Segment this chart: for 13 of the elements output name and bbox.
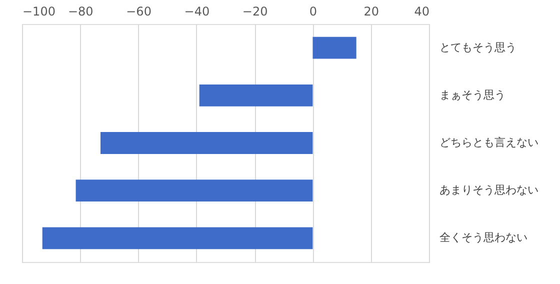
x-tick-label: 20 xyxy=(364,4,379,18)
y-tick-label: あまりそう思わない xyxy=(440,184,538,197)
y-tick-label: 全くそう思わない xyxy=(440,231,528,244)
y-tick-label: まぁそう思う xyxy=(440,88,506,102)
x-tick-label: −80 xyxy=(68,4,94,18)
x-tick-label: −20 xyxy=(242,4,268,18)
x-tick-label: 0 xyxy=(309,4,318,18)
y-tick-label: とてもそう思う xyxy=(440,40,516,54)
x-tick-label: −100 xyxy=(22,4,56,18)
x-tick-label: −60 xyxy=(126,4,152,18)
x-tick-label: 40 xyxy=(414,4,430,18)
x-tick-label: −40 xyxy=(184,4,210,18)
y-tick-label: どちらとも言えない xyxy=(440,136,538,149)
